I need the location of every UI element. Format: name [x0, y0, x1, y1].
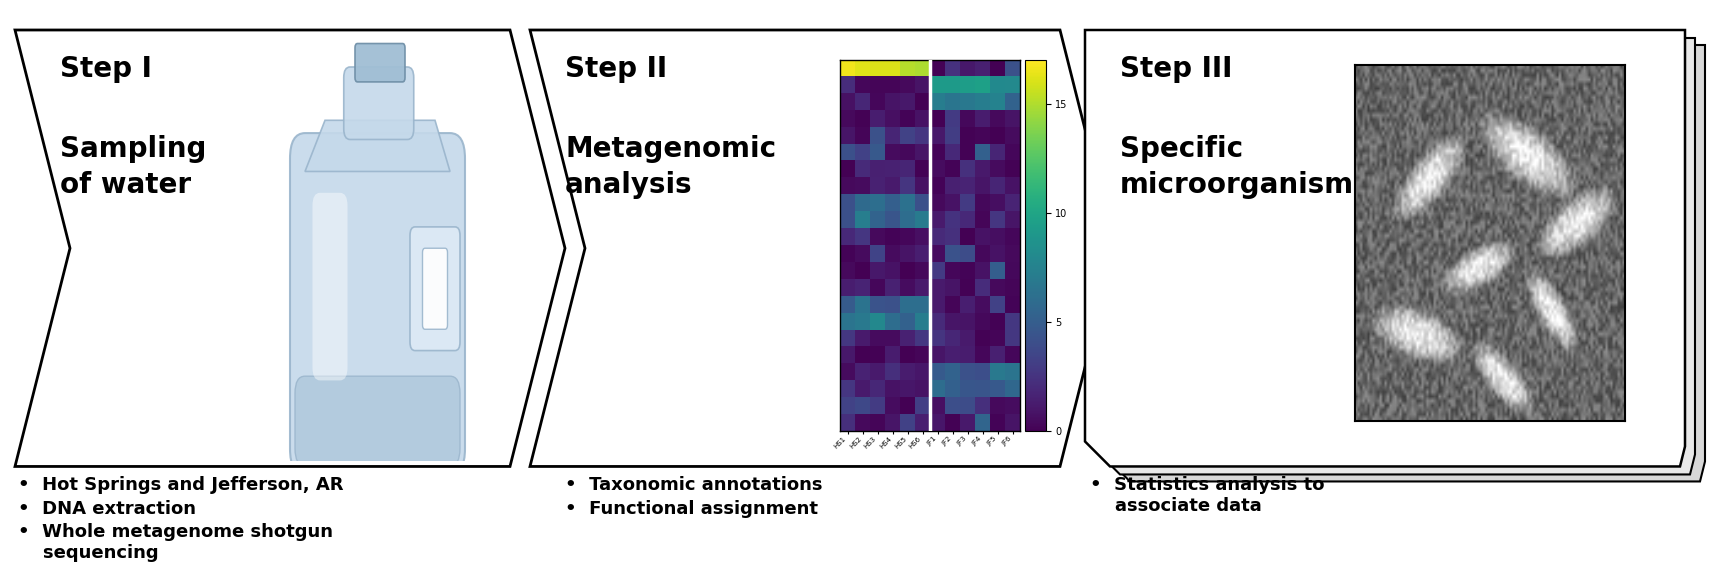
Polygon shape [1094, 38, 1693, 474]
FancyBboxPatch shape [295, 376, 459, 466]
Text: Step I: Step I [60, 55, 153, 83]
Polygon shape [530, 30, 1114, 466]
FancyBboxPatch shape [422, 248, 447, 329]
Text: •  Hot Springs and Jefferson, AR: • Hot Springs and Jefferson, AR [17, 477, 343, 495]
Text: Specific
microorganisms: Specific microorganisms [1119, 135, 1369, 199]
FancyBboxPatch shape [355, 43, 405, 82]
Text: Step III: Step III [1119, 55, 1232, 83]
Polygon shape [1085, 30, 1685, 466]
Text: •  Taxonomic annotations: • Taxonomic annotations [564, 477, 823, 495]
Text: •  Functional assignment: • Functional assignment [564, 500, 818, 518]
Text: •  Statistics analysis to
    associate data: • Statistics analysis to associate data [1090, 477, 1323, 515]
Text: Step II: Step II [564, 55, 667, 83]
Text: Sampling
of water: Sampling of water [60, 135, 206, 199]
Polygon shape [1104, 45, 1704, 482]
FancyBboxPatch shape [343, 67, 413, 139]
Text: •  Whole metagenome shotgun
    sequencing: • Whole metagenome shotgun sequencing [17, 523, 333, 562]
FancyBboxPatch shape [290, 133, 464, 474]
Text: •  DNA extraction: • DNA extraction [17, 500, 195, 518]
FancyBboxPatch shape [312, 193, 348, 380]
FancyBboxPatch shape [410, 227, 459, 351]
Text: Metagenomic
analysis: Metagenomic analysis [564, 135, 776, 199]
Polygon shape [305, 120, 449, 171]
Polygon shape [15, 30, 564, 466]
